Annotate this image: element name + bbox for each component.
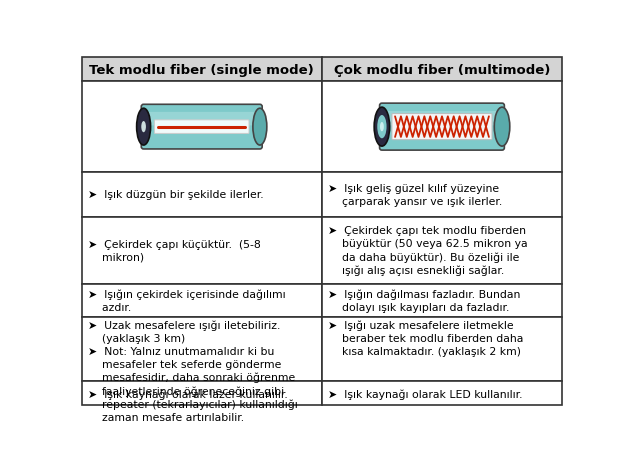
Text: Çok modlu fiber (multimode): Çok modlu fiber (multimode) (334, 64, 550, 77)
Bar (82, 381, 322, 405)
Text: ➤  Işığın dağılması fazladır. Bundan
    dolayı ışık kayıpları da fazladır.: ➤ Işığın dağılması fazladır. Bundan dola… (328, 289, 521, 312)
Bar (82, 82, 322, 173)
FancyBboxPatch shape (392, 114, 492, 140)
Text: ➤  Işığın çekirdek içerisinde dağılımı
    azdır.: ➤ Işığın çekirdek içerisinde dağılımı az… (88, 289, 285, 312)
FancyBboxPatch shape (384, 112, 500, 126)
Ellipse shape (380, 123, 384, 132)
Bar (82, 317, 322, 381)
Bar (322, 217, 562, 284)
Ellipse shape (377, 116, 387, 139)
Text: ➤  Çekirdek çapı küçüktür.  (5-8
    mikron): ➤ Çekirdek çapı küçüktür. (5-8 mikron) (88, 239, 261, 262)
Bar (82, 58, 322, 82)
Ellipse shape (137, 109, 151, 146)
FancyBboxPatch shape (146, 112, 257, 126)
Bar (82, 284, 322, 317)
Text: ➤  Çekirdek çapı tek modlu fiberden
    büyüktür (50 veya 62.5 mikron ya
    da : ➤ Çekirdek çapı tek modlu fiberden büyük… (328, 226, 528, 275)
Text: Tek modlu fiber (single mode): Tek modlu fiber (single mode) (89, 64, 314, 77)
Text: ➤  Işık geliş güzel kılıf yüzeyine
    çarparak yansır ve ışık ilerler.: ➤ Işık geliş güzel kılıf yüzeyine çarpar… (328, 184, 502, 206)
FancyBboxPatch shape (154, 121, 249, 134)
Text: ➤  Işık düzgün bir şekilde ilerler.: ➤ Işık düzgün bir şekilde ilerler. (88, 190, 263, 200)
Bar (322, 82, 562, 173)
Bar (322, 381, 562, 405)
Bar (82, 173, 322, 217)
Bar (322, 173, 562, 217)
FancyBboxPatch shape (141, 105, 262, 150)
Bar (322, 317, 562, 381)
Text: ➤  Uzak mesafelere ışığı iletebiliriz.
    (yaklaşık 3 km)
➤  Not: Yalnız unutma: ➤ Uzak mesafelere ışığı iletebiliriz. (y… (88, 320, 298, 422)
Text: ➤  Işık kaynağı olarak lazer kullanılır.: ➤ Işık kaynağı olarak lazer kullanılır. (88, 388, 288, 398)
Text: ➤  Işık kaynağı olarak LED kullanılır.: ➤ Işık kaynağı olarak LED kullanılır. (328, 388, 522, 398)
Ellipse shape (253, 109, 267, 146)
Bar (322, 58, 562, 82)
Bar (82, 217, 322, 284)
Text: ➤  Işığı uzak mesafelere iletmekle
    beraber tek modlu fiberden daha
    kısa : ➤ Işığı uzak mesafelere iletmekle berabe… (328, 320, 523, 356)
FancyBboxPatch shape (379, 104, 504, 151)
Bar (322, 284, 562, 317)
Ellipse shape (141, 122, 146, 133)
Ellipse shape (494, 108, 510, 147)
Ellipse shape (374, 108, 389, 147)
